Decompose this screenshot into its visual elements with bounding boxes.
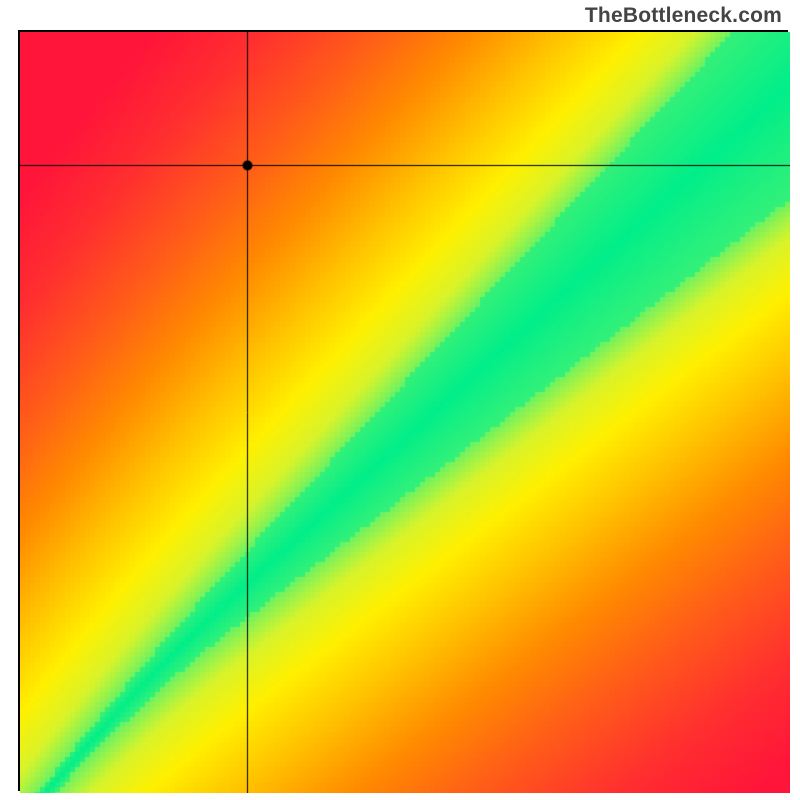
bottleneck-heatmap-chart: TheBottleneck.com xyxy=(0,0,800,800)
plot-frame xyxy=(18,30,788,791)
heatmap-canvas xyxy=(20,32,790,793)
watermark-text: TheBottleneck.com xyxy=(585,4,782,28)
